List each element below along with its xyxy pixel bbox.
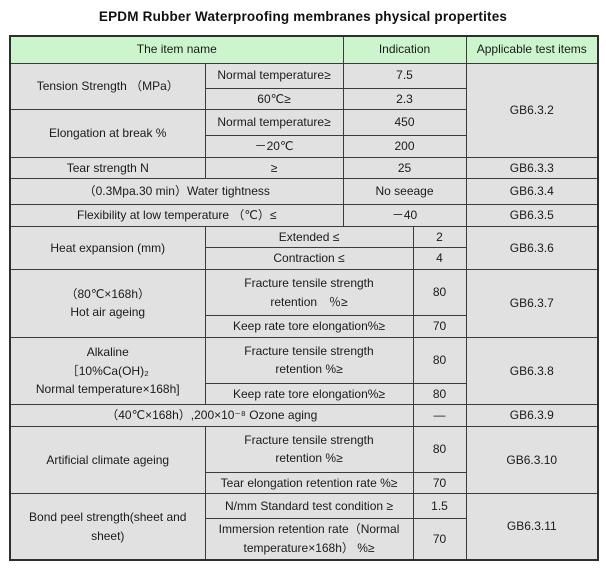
cell-climate-val1: 80 xyxy=(412,425,467,473)
cell-flexibility-item: Flexibility at low temperature （℃）≤ xyxy=(9,204,344,227)
page-title: EPDM Rubber Waterproofing membranes phys… xyxy=(98,9,508,24)
cell-test-gb638: GB6.3.8 xyxy=(465,336,599,406)
table-row: Immersion retention rate（Normal temperat… xyxy=(10,518,598,561)
cell-climate-sub1: Fracture tensile strength retention %≥ xyxy=(204,425,414,473)
cell-alkaline-item-line1: Alkaline xyxy=(86,345,129,360)
cell-heat-val1: 2 xyxy=(412,225,467,249)
table-row: Keep rate tore elongation%≥ 70 xyxy=(10,315,598,338)
table-row: Heat expansion (mm) Extended ≤ 2 GB6.3.6 xyxy=(9,225,599,271)
cell-heat-sub1: Extended ≤ xyxy=(204,225,414,249)
cell-tension-val1: 7.5 xyxy=(342,62,467,89)
cell-tension-val2: 2.3 xyxy=(342,87,467,111)
cell-elongation-val2: 200 xyxy=(342,135,467,158)
cell-hotair-item-line2: Hot air ageing xyxy=(70,305,146,320)
cell-alkaline-sub1-line2: retention %≥ xyxy=(275,362,343,377)
table-row: Elongation at break % Normal temperature… xyxy=(9,109,598,158)
cell-test-gb634: GB6.3.4 xyxy=(465,178,599,206)
header-row: The item name Indication Applicable test… xyxy=(9,35,599,64)
cell-alkaline-item: Alkaline ［10%Ca(OH)₂ Normal temperature×… xyxy=(9,336,206,406)
cell-hotair-item: （80℃×168h） Hot air ageing xyxy=(9,269,206,338)
cell-test-gb6311: GB6.3.11 xyxy=(465,493,599,561)
cell-elongation-val1: 450 xyxy=(342,109,467,137)
cell-ozone-val: — xyxy=(412,404,467,427)
cell-alkaline-val1: 80 xyxy=(412,336,467,384)
properties-table: The item name Indication Applicable test… xyxy=(9,35,600,561)
cell-alkaline-val2: 80 xyxy=(412,382,467,406)
cell-bond-sub2-line1: Immersion retention rate（Normal xyxy=(218,522,400,537)
table-row: （80℃×168h） Hot air ageing Fracture tensi… xyxy=(9,269,599,338)
cell-test-gb6310: GB6.3.10 xyxy=(465,425,599,495)
cell-test-gb639: GB6.3.9 xyxy=(465,404,599,427)
table-row: Tear strength N ≥ 25 GB6.3.3 xyxy=(9,156,599,180)
cell-test-gb635: GB6.3.5 xyxy=(465,204,599,227)
cell-bond-sub1: N/mm Standard test condition ≥ xyxy=(204,493,414,520)
table-row: Contraction ≤ 4 xyxy=(10,247,598,271)
cell-water-item: （0.3Mpa.30 min）Water tightness xyxy=(9,178,344,206)
cell-hotair-val2: 70 xyxy=(412,315,467,338)
cell-water-val: No seeage xyxy=(342,178,467,206)
cell-hotair-sub1-line1: Fracture tensile strength xyxy=(244,275,374,290)
table-row: Artificial climate ageing Fracture tensi… xyxy=(9,425,599,495)
cell-hotair-sub1-line2: retention ％≥ xyxy=(270,294,348,309)
table-row: Tension Strength （MPa） Normal temperatur… xyxy=(9,62,599,158)
cell-bond-sub2: Immersion retention rate（Normal temperat… xyxy=(204,518,414,561)
table-row: Bond peel strength(sheet and sheet) N/mm… xyxy=(9,493,599,561)
table-row: Tear elongation retention rate %≥ 70 xyxy=(10,471,598,495)
table-row: Keep rate tore elongation%≥ 80 xyxy=(10,382,598,406)
cell-alkaline-sub2: Keep rate tore elongation%≥ xyxy=(204,382,414,406)
cell-elongation-sub1: Normal temperature≥ xyxy=(204,109,344,137)
cell-bond-item: Bond peel strength(sheet and sheet) xyxy=(9,493,206,561)
cell-alkaline-item-line2: ［10%Ca(OH)₂ xyxy=(66,363,149,378)
cell-hotair-val1: 80 xyxy=(412,269,467,317)
cell-hotair-sub1: Fracture tensile strength retention ％≥ xyxy=(204,269,414,317)
table-row: 60℃≥ 2.3 xyxy=(10,87,598,111)
header-indication: Indication xyxy=(342,35,467,64)
cell-climate-sub1-line2: retention %≥ xyxy=(275,451,343,466)
cell-alkaline-item-line3: Normal temperature×168h] xyxy=(35,382,180,397)
header-test-items: Applicable test items xyxy=(465,35,599,64)
cell-hotair-sub2: Keep rate tore elongation%≥ xyxy=(204,315,414,338)
cell-test-gb637: GB6.3.7 xyxy=(465,269,599,338)
cell-test-gb633: GB6.3.3 xyxy=(465,156,599,180)
cell-heat-sub2: Contraction ≤ xyxy=(204,247,414,271)
cell-bond-val1: 1.5 xyxy=(412,493,467,520)
cell-heat-item: Heat expansion (mm) xyxy=(9,225,206,271)
cell-flexibility-val: －40 xyxy=(342,204,467,227)
cell-tension-item: Tension Strength （MPa） xyxy=(9,62,206,111)
cell-bond-sub2-line2: temperature×168h） %≥ xyxy=(243,541,375,556)
cell-tear-item: Tear strength N xyxy=(9,156,206,180)
cell-climate-sub2: Tear elongation retention rate %≥ xyxy=(204,471,414,495)
cell-elongation-sub2: －20℃ xyxy=(204,135,344,158)
cell-test-gb636: GB6.3.6 xyxy=(465,225,599,271)
cell-heat-val2: 4 xyxy=(412,247,467,271)
table-row: Flexibility at low temperature （℃）≤ －40 … xyxy=(9,204,599,227)
cell-tear-sub: ≥ xyxy=(204,156,344,180)
table-row: Alkaline ［10%Ca(OH)₂ Normal temperature×… xyxy=(9,336,599,406)
cell-tension-sub1: Normal temperature≥ xyxy=(204,62,344,89)
cell-climate-val2: 70 xyxy=(412,471,467,495)
table-row: －20℃ 200 xyxy=(10,135,598,158)
cell-tension-sub2: 60℃≥ xyxy=(204,87,344,111)
cell-alkaline-sub1: Fracture tensile strength retention %≥ xyxy=(204,336,414,384)
cell-climate-item: Artificial climate ageing xyxy=(9,425,206,495)
cell-hotair-item-line1: （80℃×168h） xyxy=(65,286,151,301)
cell-bond-val2: 70 xyxy=(412,518,467,561)
cell-ozone-item: （40℃×168h）,200×10⁻⁸ Ozone aging xyxy=(9,404,414,427)
cell-alkaline-sub1-line1: Fracture tensile strength xyxy=(244,343,374,358)
header-item-name: The item name xyxy=(9,35,344,64)
cell-climate-sub1-line1: Fracture tensile strength xyxy=(244,432,374,447)
cell-elongation-item: Elongation at break % xyxy=(9,109,206,158)
table-row: （40℃×168h）,200×10⁻⁸ Ozone aging — GB6.3.… xyxy=(9,404,599,427)
cell-tear-val: 25 xyxy=(342,156,467,180)
table-row: （0.3Mpa.30 min）Water tightness No seeage… xyxy=(9,178,599,206)
cell-test-gb632: GB6.3.2 xyxy=(465,62,599,158)
